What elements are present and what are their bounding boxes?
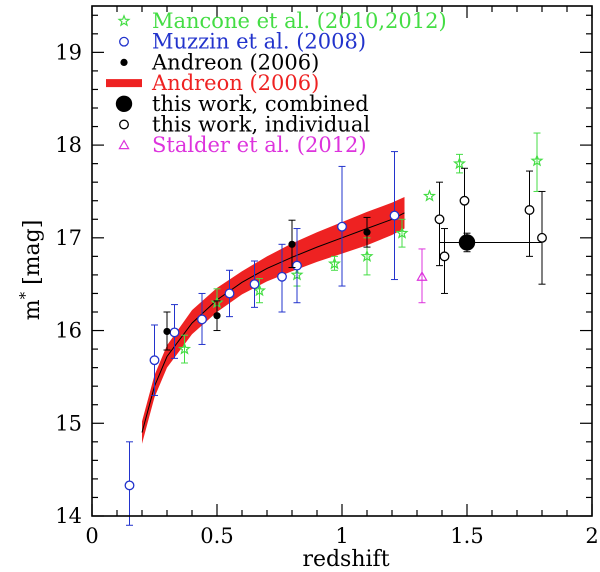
data-point [537, 232, 547, 243]
legend-marker [117, 14, 131, 27]
data-point [249, 279, 260, 290]
data-point [363, 228, 371, 236]
series-2 [163, 216, 371, 351]
series-1 [124, 151, 400, 526]
legend-item: Andreon (2006) [120, 50, 319, 74]
legend-label: Andreon (2006) [151, 50, 319, 74]
x-tick-label: 0.5 [200, 524, 233, 548]
data-point [422, 189, 437, 202]
data-point [434, 214, 445, 225]
legend-label: this work, combined [152, 92, 369, 116]
y-tick-label: 19 [55, 40, 82, 64]
data-point [213, 312, 221, 320]
data-point [327, 256, 342, 270]
data-point [197, 314, 207, 325]
data-point [252, 283, 267, 297]
series-4 [434, 167, 547, 294]
x-axis-title: redshift [302, 547, 389, 572]
legend-item: Muzzin et al. (2008) [119, 30, 366, 54]
data-point [452, 156, 467, 170]
legend-label: Muzzin et al. (2008) [152, 30, 366, 54]
data-point [177, 342, 192, 355]
legend-item: this work, individual [119, 113, 370, 137]
x-tick-label: 1.5 [450, 524, 483, 548]
legend-item: Andreon (2006) [106, 71, 319, 95]
series-3 [439, 232, 543, 253]
data-point [389, 210, 400, 221]
series-5 [416, 248, 428, 304]
data-point [149, 355, 160, 366]
legend-label: Andreon (2006) [151, 71, 319, 95]
y-tick-label: 18 [55, 133, 82, 157]
data-point [360, 249, 374, 262]
y-tick-label: 16 [55, 319, 82, 343]
x-tick-label: 2 [585, 524, 598, 548]
series-0 [177, 132, 544, 364]
x-tick-label: 0 [85, 524, 98, 548]
axis-ticks [91, 6, 593, 517]
data-point [337, 221, 347, 232]
data-point [292, 260, 302, 271]
legend-marker [115, 95, 133, 113]
legend: Mancone et al. (2010,2012)Muzzin et al. … [106, 9, 447, 157]
data-point [124, 480, 135, 491]
axis-tick-labels: 0 0.5 1 1.5 2 14 15 16 17 18 19 [55, 40, 598, 548]
legend-item: Mancone et al. (2010,2012) [117, 9, 447, 33]
data-point [163, 327, 171, 336]
legend-label: this work, individual [152, 113, 370, 137]
legend-marker [106, 79, 142, 88]
data-point [439, 251, 450, 262]
data-point [277, 271, 287, 282]
legend-marker [120, 58, 128, 66]
data-point [395, 226, 409, 239]
data-point [524, 205, 535, 215]
legend-marker [119, 36, 129, 47]
legend-marker [119, 119, 129, 130]
data-point [459, 195, 470, 206]
data-point [169, 327, 180, 338]
y-tick-label: 17 [55, 226, 82, 250]
legend-marker [118, 139, 130, 150]
data-point [416, 270, 428, 281]
y-tick-label: 15 [55, 411, 82, 435]
x-tick-label: 1 [335, 524, 348, 548]
data-point [224, 288, 235, 299]
data-points-layer [124, 132, 547, 526]
legend-item: this work, combined [115, 92, 369, 116]
legend-label: Mancone et al. (2010,2012) [152, 9, 447, 33]
legend-label: Stalder et al. (2012) [152, 133, 367, 157]
data-point [530, 153, 544, 167]
data-point [288, 240, 296, 248]
data-point [458, 234, 476, 251]
y-axis-title: m* [mag] [16, 220, 45, 321]
legend-item: Stalder et al. (2012) [118, 133, 367, 157]
y-tick-label: 14 [55, 504, 82, 528]
